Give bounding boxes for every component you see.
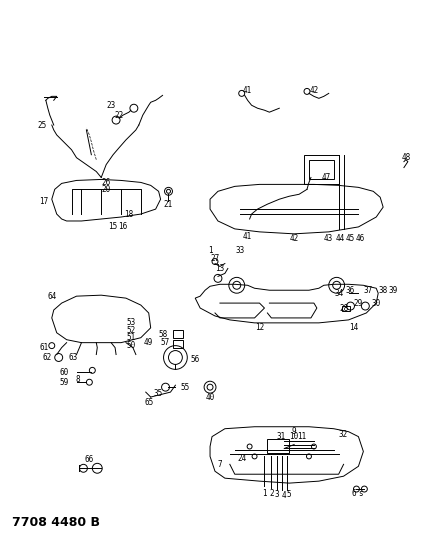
Text: 8: 8 (75, 375, 80, 384)
Text: 41: 41 (243, 86, 252, 95)
Text: 57: 57 (161, 338, 170, 347)
Text: 51: 51 (126, 333, 136, 342)
Text: 18: 18 (124, 209, 134, 219)
Text: 31: 31 (276, 432, 286, 441)
Text: 60: 60 (59, 368, 68, 377)
Text: 6: 6 (351, 489, 356, 498)
Text: 33: 33 (235, 246, 244, 255)
Text: 55: 55 (181, 383, 190, 392)
Text: 52: 52 (126, 326, 136, 335)
Text: 13: 13 (215, 264, 225, 273)
Text: 42: 42 (309, 86, 318, 95)
Text: 58: 58 (159, 330, 168, 339)
Text: 38: 38 (378, 286, 388, 295)
Text: 1: 1 (208, 246, 212, 255)
Text: 1: 1 (262, 489, 267, 498)
Text: 63: 63 (69, 353, 78, 362)
Text: 27: 27 (211, 254, 220, 263)
Text: 61: 61 (39, 343, 48, 352)
Text: 53: 53 (126, 318, 136, 327)
Text: 17: 17 (39, 197, 48, 206)
Bar (304, 155, 339, 184)
Text: 36: 36 (346, 286, 355, 295)
Bar (342, 306, 350, 311)
Text: 37: 37 (364, 286, 373, 295)
Text: 22: 22 (114, 111, 124, 119)
Text: 39: 39 (389, 286, 398, 295)
Text: 35: 35 (154, 389, 163, 398)
Text: 46: 46 (356, 235, 365, 243)
Text: 11: 11 (297, 432, 306, 441)
Text: 29: 29 (354, 298, 363, 308)
Text: s: s (358, 489, 363, 498)
Text: 48: 48 (401, 153, 410, 162)
Text: 15: 15 (108, 222, 118, 231)
Text: 44: 44 (336, 235, 345, 243)
Text: 7708 4480 B: 7708 4480 B (12, 516, 100, 529)
Text: 34: 34 (334, 289, 343, 298)
Bar (173, 340, 183, 348)
Text: 30: 30 (372, 298, 381, 308)
Bar (309, 160, 334, 180)
Text: 64: 64 (47, 292, 56, 301)
Text: 28: 28 (339, 303, 348, 312)
Text: 50: 50 (126, 341, 136, 350)
Text: 45: 45 (346, 235, 355, 243)
Text: 62: 62 (42, 353, 51, 362)
Text: 32: 32 (339, 430, 348, 439)
Text: 59: 59 (59, 378, 68, 387)
Text: 42: 42 (289, 235, 299, 243)
Text: 41: 41 (243, 232, 252, 241)
Text: 21: 21 (164, 200, 173, 209)
Text: 5: 5 (287, 490, 291, 499)
Text: 23: 23 (107, 101, 116, 110)
Text: 10: 10 (289, 432, 299, 441)
Text: 56: 56 (190, 355, 200, 364)
Bar (173, 330, 183, 338)
Text: 25: 25 (37, 120, 47, 130)
Text: 40: 40 (205, 393, 215, 401)
Text: 7: 7 (217, 460, 222, 469)
Text: 49: 49 (144, 338, 153, 347)
Text: 26: 26 (101, 178, 111, 187)
Text: 43: 43 (324, 235, 333, 243)
Text: 2: 2 (269, 489, 273, 498)
Text: 12: 12 (255, 324, 264, 332)
Text: 14: 14 (349, 324, 358, 332)
Text: 3: 3 (275, 490, 279, 499)
Bar (268, 439, 289, 454)
Text: 66: 66 (85, 455, 94, 464)
Text: 20: 20 (101, 185, 111, 194)
Text: 4: 4 (282, 491, 286, 500)
Text: 65: 65 (144, 398, 153, 407)
Text: 24: 24 (237, 454, 247, 463)
Text: 47: 47 (321, 173, 330, 182)
Text: 9: 9 (292, 427, 297, 436)
Text: 16: 16 (119, 222, 128, 231)
